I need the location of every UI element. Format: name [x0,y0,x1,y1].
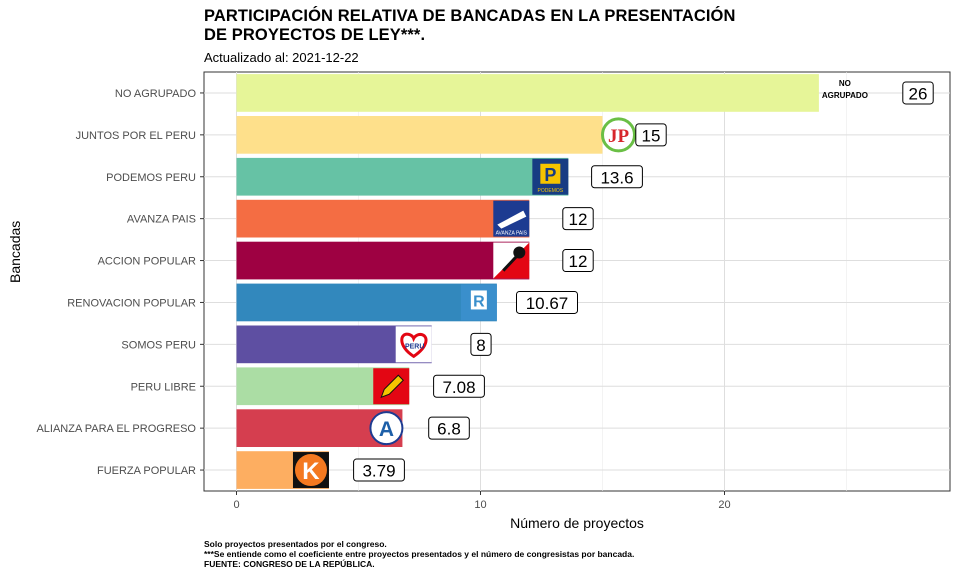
logo-pencil [380,374,404,399]
value-label: 6.8 [437,420,461,439]
logo-heart [400,332,428,359]
logo-square [540,163,561,184]
bar-juntos-por-el-peru [236,115,603,154]
podemos-peru-logo: P PODEMOS [532,158,569,195]
logo-ring [369,411,404,446]
logo-ring [601,117,636,153]
bar-podemos-peru [236,157,569,196]
bar-accion-popular [236,241,530,280]
bar-no-agrupado [236,74,819,112]
x-tick-label: 20 [718,499,730,511]
value-label-box [635,123,667,147]
value-label-box [428,416,470,440]
value-label: 13.6 [600,168,633,187]
y-tick-label: JUNTOS POR EL PERU [76,130,196,142]
y-axis-title: Bancadas [7,220,23,283]
chart-caption: Solo proyectos presentados por el congre… [204,539,634,569]
logo-circle [294,454,327,487]
value-label: 8 [476,336,485,355]
logo-text: K [302,458,320,485]
accion-popular-logo [493,242,530,279]
y-tick-label: FUERZA POPULAR [97,465,196,477]
y-tick-label: ALIANZA PARA EL PROGRESO [36,423,196,435]
value-label: 10.67 [526,294,569,313]
x-tick-label: 0 [233,499,239,511]
value-label: 12 [569,210,588,229]
y-tick-label: RENOVACION POPULAR [67,297,196,309]
logo-text: JP [608,126,630,147]
bar-renovacion-popular [236,283,497,322]
somos-peru-logo: PERU [395,326,432,363]
value-label: 3.79 [362,462,395,481]
alianza-para-el-progreso-logo: A [369,411,404,446]
logo-square [470,290,487,310]
title-line-2: DE PROYECTOS DE LEY***. [204,26,426,44]
x-axis-title: Número de proyectos [510,515,644,531]
avanza-pais-logo: AVANZA PAIS [493,200,530,237]
logo-text: NO [839,79,851,88]
chart-title: PARTICIPACIÓN RELATIVA DE BANCADAS EN LA… [204,7,735,45]
y-tick-label: ACCION POPULAR [98,256,196,268]
bar-avanza-pais [236,199,530,238]
logo-text: AVANZA PAIS [496,231,528,237]
renovacion-popular-logo: R [460,284,497,321]
value-label-box [470,332,492,356]
value-label-box [353,458,405,482]
logo-text: A [379,418,394,441]
value-label-box [433,374,485,398]
value-label-box [516,290,578,314]
y-tick-label: PERU LIBRE [131,381,196,393]
logo-subtext: PODEMOS [538,188,564,194]
logo-text: R [473,293,485,310]
value-label: 15 [642,126,661,145]
logo-text: AGRUPADO [822,91,868,100]
chart-subtitle: Actualizado al: 2021-12-22 [204,50,359,65]
fuerza-popular-logo: K [292,452,329,489]
value-label-box [562,207,594,231]
y-tick-label: NO AGRUPADO [115,88,197,100]
value-label-box [562,249,594,273]
peru-libre-logo [373,368,410,405]
y-tick-label: SOMOS PERU [121,339,196,351]
logo-text: P [544,165,556,185]
caption-note-1: Solo proyectos presentados por el congre… [204,539,387,549]
x-tick-label: 10 [474,499,486,511]
juntos-por-el-peru-logo: JP [601,117,636,153]
value-label: 12 [569,252,588,271]
caption-note-3: FUENTE: CONGRESO DE LA REPÚBLICA. [204,559,375,569]
y-tick-label: AVANZA PAIS [127,214,196,226]
y-tick-label: PODEMOS PERU [106,172,196,184]
logo-text: PERU [405,343,424,350]
caption-note-2: ***Se entiende como el coeficiente entre… [204,549,635,559]
value-label: 7.08 [442,378,475,397]
value-label-box [591,165,643,189]
value-label-box [902,81,934,105]
logo-handle [502,254,519,272]
title-line-1: PARTICIPACIÓN RELATIVA DE BANCADAS EN LA… [204,7,736,25]
value-label: 26 [909,84,928,103]
logo-swoosh [497,210,527,229]
no-agrupado-logo: NO AGRUPADO [822,79,868,100]
